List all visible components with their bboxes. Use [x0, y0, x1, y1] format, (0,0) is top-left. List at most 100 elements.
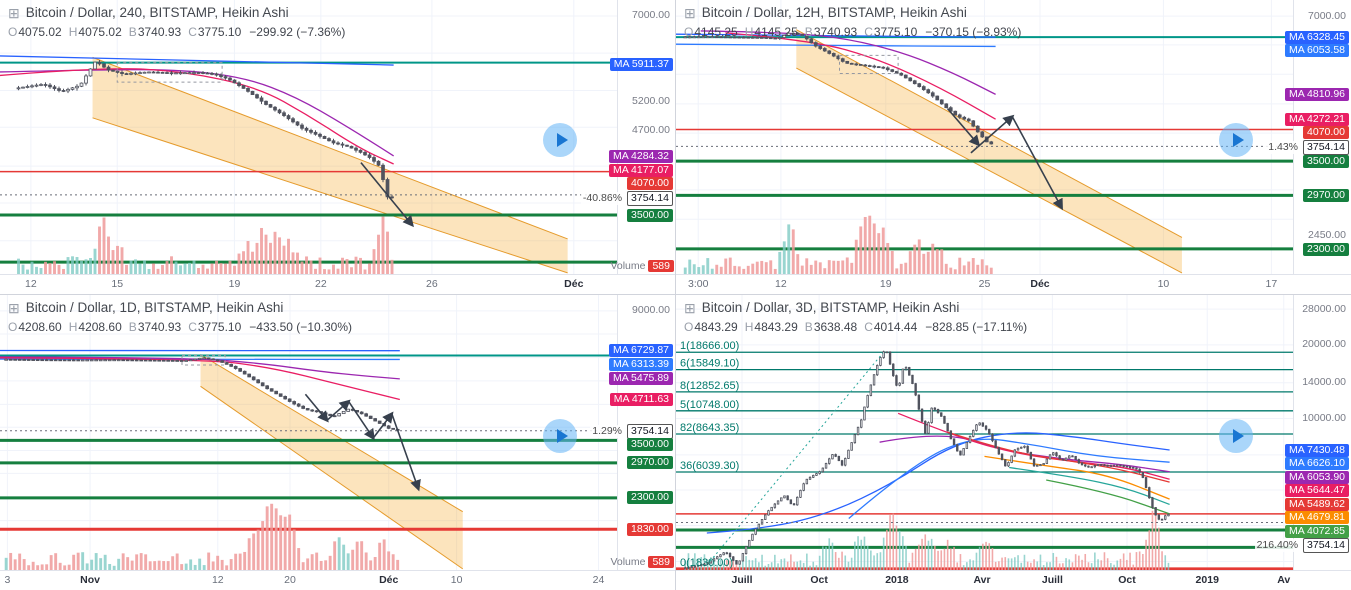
- time-axis-label: Déc: [379, 574, 399, 586]
- chart-canvas-12h[interactable]: [676, 0, 1293, 274]
- ma-value-label: MA 5489.62: [1284, 497, 1349, 511]
- volume-indicator-label: Volume 589: [610, 260, 674, 272]
- time-axis-label: Nov: [80, 574, 100, 586]
- volume-indicator-name: Volume: [610, 260, 646, 272]
- ma-value-label: MA 5475.89: [608, 372, 673, 386]
- go-to-realtime-button[interactable]: [543, 418, 577, 453]
- time-axis-label: 12: [211, 574, 224, 586]
- price-axis-label: 9000.00: [632, 304, 670, 317]
- price-scale[interactable]: 28000.00 20000.00 14000.00 10000.00 MA 7430.…: [1254, 295, 1351, 570]
- last-price-value: 3754.14: [627, 190, 673, 206]
- price-level-label: 2970.00: [1303, 188, 1349, 202]
- price-axis-label: 7000.00: [632, 9, 670, 22]
- volume-indicator-label: Volume 589: [610, 556, 674, 568]
- time-axis-label: 22: [314, 278, 327, 290]
- time-axis-label: 3:00: [687, 278, 709, 290]
- price-level-label: 4070.00: [1303, 126, 1349, 140]
- price-chart[interactable]: [0, 0, 617, 274]
- time-axis-label: Juill: [731, 574, 753, 586]
- price-axis-label: 2450.00: [1308, 229, 1346, 242]
- price-scale[interactable]: 9000.00 MA 6729.87 MA 6313.39 MA 5475.89 MA …: [590, 295, 675, 570]
- price-level-label: 2300.00: [627, 491, 673, 505]
- volume-value-badge: 589: [648, 260, 674, 272]
- price-axis-label: 5200.00: [632, 94, 670, 107]
- play-icon: [556, 133, 568, 147]
- chart-pane-3d[interactable]: 1(18666.00) 6(15849.10) 8(12852.65) 5(10748…: [676, 295, 1351, 590]
- time-scale[interactable]: 3 Nov 12 20 Déc 10 24: [0, 570, 675, 590]
- chart-canvas-1d[interactable]: [0, 295, 617, 570]
- percent-change-label: -40.86%: [580, 191, 625, 205]
- price-level-label: 3500.00: [627, 437, 673, 451]
- chart-pane-240[interactable]: 7000.00 MA 5911.37 5200.00 4700.00 MA 4284.3…: [0, 0, 675, 294]
- ma-value-label: MA 4679.81: [1284, 511, 1349, 525]
- time-axis-label: Avr: [973, 574, 991, 586]
- volume-value-badge: 589: [648, 556, 674, 568]
- price-axis-label: 28000.00: [1302, 302, 1346, 315]
- ma-value-label: MA 7430.48: [1284, 443, 1349, 457]
- time-axis-label: 12: [775, 278, 787, 290]
- price-chart[interactable]: 1(18666.00) 6(15849.10) 8(12852.65) 5(10748…: [676, 295, 1293, 570]
- price-scale[interactable]: 7000.00 MA 5911.37 5200.00 4700.00 MA 4284.3…: [580, 0, 675, 274]
- fib-level-label: 8(12852.65): [680, 380, 739, 392]
- time-axis-label: 10: [1157, 278, 1170, 290]
- ma-value-label: MA 4272.21: [1284, 112, 1349, 126]
- ma-value-label: MA 6328.45: [1284, 30, 1349, 44]
- percent-change-label: 1.43%: [1266, 140, 1301, 154]
- go-to-realtime-button[interactable]: [1219, 123, 1253, 157]
- ma-value-label: MA 5644.47: [1284, 484, 1349, 498]
- chart-pane-1d[interactable]: 9000.00 MA 6729.87 MA 6313.39 MA 5475.89 MA …: [0, 295, 675, 590]
- go-to-realtime-button[interactable]: [543, 123, 577, 157]
- time-axis-label: Déc: [1030, 278, 1050, 290]
- last-price-value: 3754.14: [1303, 139, 1349, 155]
- price-level-label: 2300.00: [1303, 242, 1349, 256]
- ma-value-label: MA 4072.85: [1284, 524, 1349, 538]
- ma-value-label: MA 6626.10: [1284, 457, 1349, 471]
- go-to-realtime-button[interactable]: [1219, 418, 1253, 453]
- time-scale[interactable]: Juill Oct 2018 Avr Juill Oct 2019 Av: [676, 570, 1351, 590]
- time-axis-label: 26: [426, 278, 438, 290]
- fib-level-label: 5(10748.00): [680, 399, 739, 411]
- time-axis-label: 3: [4, 574, 11, 586]
- price-axis-label: 20000.00: [1302, 338, 1346, 351]
- ma-value-label: MA 4711.63: [609, 393, 673, 407]
- time-axis-label: Av: [1277, 574, 1291, 586]
- last-price-label: -40.86% 3754.14: [580, 190, 673, 206]
- time-scale[interactable]: 12 15 19 22 26 Déc: [0, 274, 675, 294]
- ma-value-label: MA 6053.58: [1284, 44, 1349, 58]
- chart-canvas-3d[interactable]: 1(18666.00) 6(15849.10) 8(12852.65) 5(10748…: [676, 295, 1293, 570]
- time-axis-label: 19: [228, 278, 241, 290]
- price-level-label: 4070.00: [627, 177, 673, 191]
- time-axis-label: 15: [111, 278, 124, 290]
- time-axis-label: 24: [592, 574, 605, 586]
- time-scale[interactable]: 3:00 12 19 25 Déc 10 17: [676, 274, 1351, 294]
- last-price-label: 1.43% 3754.14: [1266, 139, 1349, 155]
- chart-pane-12h[interactable]: 7000.00 MA 6328.45 MA 6053.58 MA 4810.96 MA …: [676, 0, 1351, 294]
- price-level-label: 3500.00: [627, 208, 673, 222]
- time-axis-label: 25: [978, 278, 991, 290]
- volume-indicator-name: Volume: [610, 556, 646, 568]
- price-scale[interactable]: 7000.00 MA 6328.45 MA 6053.58 MA 4810.96 MA …: [1266, 0, 1351, 274]
- ma-value-label: MA 4177.07: [608, 163, 673, 177]
- time-axis-label: Déc: [564, 278, 584, 290]
- ma-value-label: MA 4810.96: [1284, 88, 1349, 102]
- time-axis-label: Oct: [1118, 574, 1136, 586]
- price-level-label: 2970.00: [627, 456, 673, 470]
- last-price-label: 1.29% 3754.14: [590, 424, 673, 440]
- fib-level-label: 0(1830.00): [680, 557, 733, 569]
- price-axis-label: 7000.00: [1308, 9, 1346, 22]
- time-axis-label: 2018: [885, 574, 909, 586]
- fib-level-label: 6(15849.10): [680, 358, 739, 370]
- play-icon: [1232, 133, 1244, 147]
- ma-value-label: MA 5911.37: [609, 57, 673, 71]
- chart-canvas-240[interactable]: [0, 0, 617, 274]
- time-axis-label: 20: [284, 574, 296, 586]
- price-chart[interactable]: [676, 0, 1293, 274]
- play-icon: [1232, 428, 1244, 443]
- last-price-value: 3754.14: [1303, 538, 1349, 554]
- percent-change-label: 216.40%: [1254, 539, 1301, 553]
- time-axis-label: 12: [25, 278, 37, 290]
- ma-value-label: MA 6053.90: [1284, 470, 1349, 484]
- price-chart[interactable]: [0, 295, 617, 570]
- price-axis-label: 4700.00: [632, 123, 670, 136]
- price-axis-label: 14000.00: [1302, 376, 1346, 389]
